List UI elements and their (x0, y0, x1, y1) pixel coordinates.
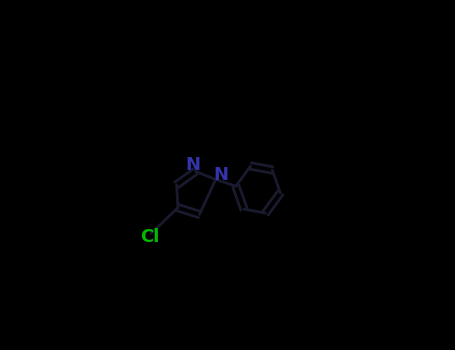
Text: N: N (213, 166, 228, 184)
Text: Cl: Cl (140, 229, 159, 246)
Text: N: N (185, 156, 200, 174)
